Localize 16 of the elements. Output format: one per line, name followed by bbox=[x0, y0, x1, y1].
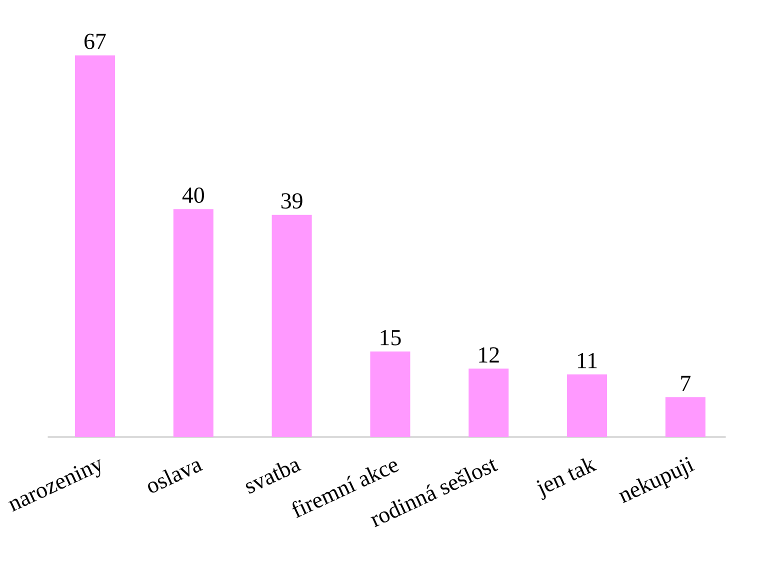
x-tick-label: jen tak bbox=[536, 458, 597, 500]
bar bbox=[468, 368, 509, 437]
data-label: 40 bbox=[182, 187, 204, 203]
bar bbox=[173, 209, 214, 437]
data-label: 11 bbox=[578, 353, 597, 368]
data-label: 39 bbox=[281, 193, 302, 209]
data-label: 15 bbox=[380, 330, 401, 346]
bar bbox=[272, 214, 312, 437]
bar bbox=[75, 55, 115, 437]
bar bbox=[370, 352, 410, 437]
data-label: 67 bbox=[84, 34, 106, 50]
data-label: 7 bbox=[681, 376, 690, 391]
bar bbox=[567, 374, 608, 437]
x-tick-label: oslava bbox=[148, 461, 204, 493]
bar bbox=[665, 397, 706, 437]
data-label: 12 bbox=[479, 347, 499, 362]
